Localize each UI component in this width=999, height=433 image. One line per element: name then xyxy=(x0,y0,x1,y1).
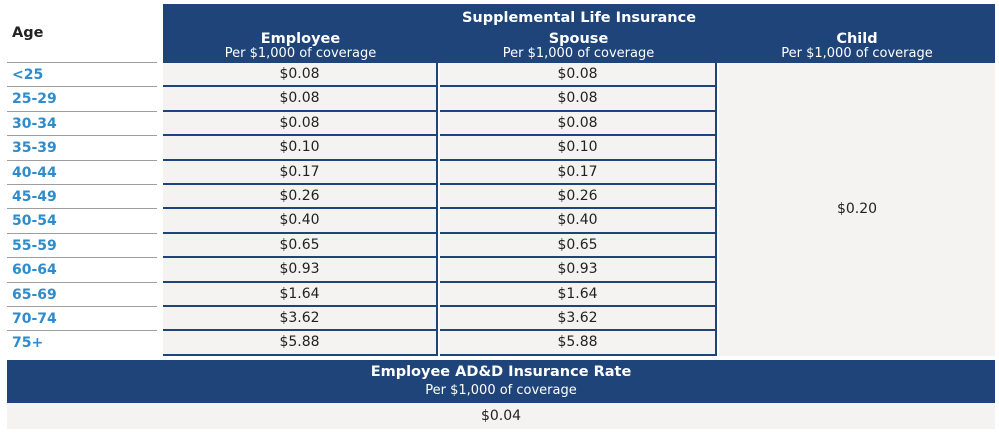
employee-rate-cell: $0.10 xyxy=(163,136,438,161)
age-range-label: 30-34 xyxy=(12,115,57,132)
employee-rate-cell: $1.64 xyxy=(163,282,438,307)
age-row-divider xyxy=(7,330,157,332)
age-row-divider xyxy=(7,62,157,63)
age-range-label: <25 xyxy=(12,67,44,83)
employee-rate-cell: $0.08 xyxy=(163,63,438,88)
child-rate-value: $0.20 xyxy=(836,201,878,217)
employee-rate-cell: $0.93 xyxy=(163,258,438,283)
age-range-label: 55-59 xyxy=(12,237,57,254)
employee-rate-cell: $0.26 xyxy=(163,185,438,210)
employee-header-label: Employee xyxy=(260,31,341,47)
age-row-divider xyxy=(7,135,157,137)
age-range-label: 70-74 xyxy=(12,311,57,327)
employee-rate-cell: $5.88 xyxy=(163,331,438,356)
employee-rate-cell: $3.62 xyxy=(163,307,438,332)
spouse-header-sublabel: Per $1,000 of coverage xyxy=(502,46,655,61)
add-insurance-header: Employee AD&D Insurance Rate Per $1,000 … xyxy=(7,360,995,403)
employee-rate-cell: $0.08 xyxy=(163,111,438,137)
supplemental-life-header: Supplemental Life Insurance Employee Per… xyxy=(163,4,995,63)
age-row-divider xyxy=(7,208,157,210)
spouse-rate-cell: $0.93 xyxy=(440,258,717,283)
age-range-label: 40-44 xyxy=(12,164,57,181)
employee-header-sublabel: Per $1,000 of coverage xyxy=(224,46,377,61)
age-row-divider xyxy=(7,306,157,307)
employee-rate-cell: $0.17 xyxy=(163,160,438,185)
age-row-divider xyxy=(7,159,157,161)
child-column-header: Child Per $1,000 of coverage xyxy=(719,32,995,61)
add-insurance-title: Employee AD&D Insurance Rate xyxy=(370,364,632,380)
age-range-label: 75+ xyxy=(12,335,44,352)
supplemental-life-title: Supplemental Life Insurance xyxy=(461,10,697,26)
add-insurance-subtitle: Per $1,000 of coverage xyxy=(425,383,577,398)
age-range-label: 45-49 xyxy=(12,189,57,205)
age-row-divider xyxy=(7,232,157,234)
employee-rate-cell: $0.08 xyxy=(163,87,438,112)
spouse-rate-cell: $1.64 xyxy=(440,282,717,307)
spouse-rate-cell: $0.08 xyxy=(440,63,717,88)
age-range-label: 65-69 xyxy=(12,286,57,303)
age-column-header: Age xyxy=(12,25,44,41)
age-range-label: 35-39 xyxy=(12,140,57,157)
spouse-header-label: Spouse xyxy=(548,31,609,47)
child-header-label: Child xyxy=(836,31,878,47)
age-row-divider xyxy=(7,257,157,259)
age-row-divider xyxy=(7,110,157,112)
spouse-rate-cell: $5.88 xyxy=(440,331,717,356)
spouse-rate-cell: $0.10 xyxy=(440,136,717,161)
age-row-divider xyxy=(7,184,157,185)
age-range-label: 50-54 xyxy=(12,213,57,230)
employee-rate-cell: $0.40 xyxy=(163,209,438,234)
child-rate-cell: $0.20 xyxy=(719,63,995,356)
employee-column-header: Employee Per $1,000 of coverage xyxy=(163,32,438,61)
spouse-rate-cell: $0.08 xyxy=(440,111,717,137)
spouse-rate-cell: $3.62 xyxy=(440,307,717,332)
spouse-rate-cell: $0.40 xyxy=(440,209,717,234)
age-row-divider xyxy=(7,281,157,283)
spouse-rate-cell: $0.65 xyxy=(440,233,717,259)
age-row-divider xyxy=(7,86,157,88)
add-insurance-rate: $0.04 xyxy=(7,403,995,429)
age-range-label: 60-64 xyxy=(12,262,57,279)
spouse-rate-cell: $0.26 xyxy=(440,185,717,210)
age-range-label: 25-29 xyxy=(12,91,57,108)
employee-rate-cell: $0.65 xyxy=(163,233,438,259)
spouse-column-header: Spouse Per $1,000 of coverage xyxy=(440,32,717,61)
spouse-rate-cell: $0.08 xyxy=(440,87,717,112)
spouse-rate-cell: $0.17 xyxy=(440,160,717,185)
child-header-sublabel: Per $1,000 of coverage xyxy=(781,46,933,61)
